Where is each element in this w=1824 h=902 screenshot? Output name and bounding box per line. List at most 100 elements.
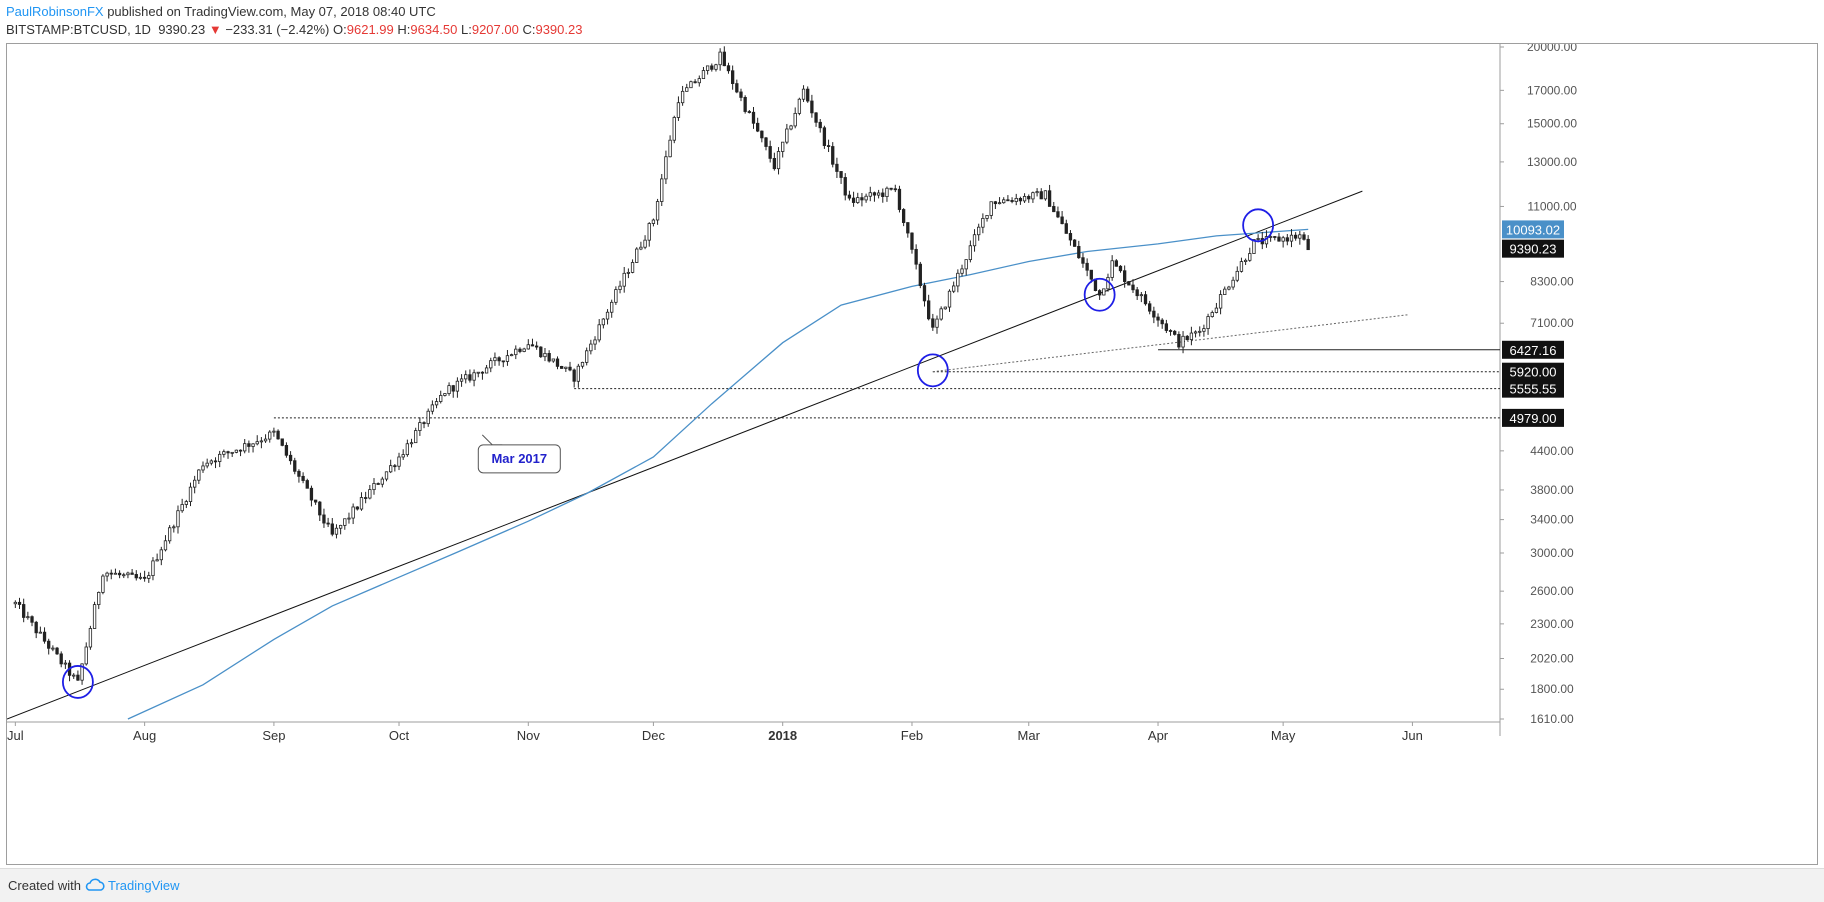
candle-down[interactable]	[539, 346, 543, 358]
candle-up[interactable]	[1248, 253, 1252, 261]
candle-down[interactable]	[1160, 319, 1164, 325]
candle-down[interactable]	[326, 522, 330, 525]
candle-down[interactable]	[451, 385, 455, 392]
candle-up[interactable]	[697, 78, 701, 84]
candle-down[interactable]	[893, 188, 897, 191]
candle-up[interactable]	[1189, 332, 1194, 340]
candle-down[interactable]	[1039, 191, 1043, 200]
candle-up[interactable]	[1193, 331, 1198, 334]
candle-down[interactable]	[810, 100, 814, 114]
candle-up[interactable]	[147, 575, 151, 579]
candle-down[interactable]	[735, 83, 739, 93]
candle-up[interactable]	[126, 572, 130, 576]
candle-up[interactable]	[1218, 294, 1223, 309]
candle-up[interactable]	[785, 128, 789, 143]
candle-down[interactable]	[1148, 303, 1152, 312]
candle-up[interactable]	[985, 215, 989, 219]
candle-down[interactable]	[301, 475, 305, 481]
candle-up[interactable]	[434, 401, 439, 406]
candle-down[interactable]	[1123, 270, 1127, 282]
candle-down[interactable]	[1060, 216, 1064, 225]
candle-down[interactable]	[1135, 289, 1139, 297]
candle-down[interactable]	[17, 601, 22, 605]
candle-down[interactable]	[134, 574, 138, 579]
candle-up[interactable]	[1281, 237, 1285, 242]
candle-up[interactable]	[643, 239, 647, 248]
candle-up[interactable]	[167, 527, 172, 542]
candle-up[interactable]	[338, 524, 343, 529]
candle-up[interactable]	[476, 371, 480, 374]
candle-up[interactable]	[614, 289, 618, 303]
candle-up[interactable]	[960, 268, 964, 274]
candle-up[interactable]	[651, 219, 656, 224]
candle-down[interactable]	[1006, 199, 1010, 202]
candle-up[interactable]	[272, 430, 276, 433]
candle-up[interactable]	[964, 259, 968, 270]
candle-up[interactable]	[1035, 191, 1039, 194]
candle-down[interactable]	[55, 647, 59, 655]
candle-up[interactable]	[380, 478, 384, 485]
candle-down[interactable]	[560, 365, 564, 369]
candle-up[interactable]	[885, 187, 889, 197]
candle-up[interactable]	[88, 628, 93, 648]
candle-down[interactable]	[530, 344, 535, 347]
candle-down[interactable]	[814, 112, 818, 123]
candle-down[interactable]	[818, 121, 822, 129]
candle-up[interactable]	[430, 404, 435, 412]
candle-up[interactable]	[334, 527, 339, 535]
candle-up[interactable]	[51, 647, 55, 650]
candle-up[interactable]	[1206, 316, 1210, 329]
candle-up[interactable]	[781, 141, 785, 152]
candle-down[interactable]	[918, 263, 922, 286]
candle-up[interactable]	[405, 443, 410, 456]
candle-down[interactable]	[851, 197, 856, 203]
candle-up[interactable]	[989, 201, 993, 216]
candle-up[interactable]	[193, 479, 197, 488]
candle-up[interactable]	[13, 601, 17, 605]
candle-down[interactable]	[1027, 196, 1031, 200]
candle-down[interactable]	[280, 438, 284, 446]
candle-down[interactable]	[109, 572, 113, 575]
candle-up[interactable]	[1210, 312, 1214, 317]
candle-down[interactable]	[293, 460, 297, 472]
candle-up[interactable]	[176, 510, 180, 528]
candle-up[interactable]	[639, 246, 643, 250]
candle-down[interactable]	[393, 465, 397, 468]
candle-down[interactable]	[117, 572, 122, 576]
candle-down[interactable]	[722, 51, 726, 67]
candle-up[interactable]	[1022, 196, 1027, 202]
candle-down[interactable]	[843, 177, 847, 196]
candle-up[interactable]	[626, 271, 631, 274]
candle-up[interactable]	[172, 526, 176, 529]
candle-up[interactable]	[188, 486, 193, 502]
candle-up[interactable]	[201, 465, 205, 471]
candle-up[interactable]	[447, 385, 451, 394]
candle-up[interactable]	[1289, 234, 1294, 242]
candle-down[interactable]	[1177, 334, 1181, 348]
author-link[interactable]: PaulRobinsonFX	[6, 4, 104, 19]
candle-up[interactable]	[701, 70, 706, 80]
candle-down[interactable]	[376, 483, 380, 485]
candle-down[interactable]	[568, 366, 572, 371]
candle-down[interactable]	[756, 122, 760, 132]
candle-down[interactable]	[710, 65, 714, 70]
price-chart[interactable]: 20000.00 17000.00 15000.00 13000.00 11000.00…	[7, 44, 1817, 864]
candle-up[interactable]	[484, 367, 489, 374]
candle-down[interactable]	[872, 192, 877, 196]
candle-up[interactable]	[997, 202, 1002, 205]
candle-up[interactable]	[1181, 335, 1185, 348]
candle-up[interactable]	[1243, 259, 1248, 262]
candle-up[interactable]	[372, 483, 376, 491]
candle-up[interactable]	[464, 374, 468, 380]
candle-down[interactable]	[927, 300, 931, 320]
candle-up[interactable]	[455, 380, 460, 392]
candle-down[interactable]	[213, 460, 218, 463]
candle-down[interactable]	[1089, 269, 1093, 280]
candle-down[interactable]	[847, 194, 852, 199]
candle-up[interactable]	[389, 465, 393, 473]
candle-up[interactable]	[489, 360, 493, 369]
candle-up[interactable]	[209, 460, 214, 464]
candle-down[interactable]	[1168, 330, 1173, 332]
candle-up[interactable]	[876, 192, 881, 196]
candle-up[interactable]	[138, 576, 143, 579]
